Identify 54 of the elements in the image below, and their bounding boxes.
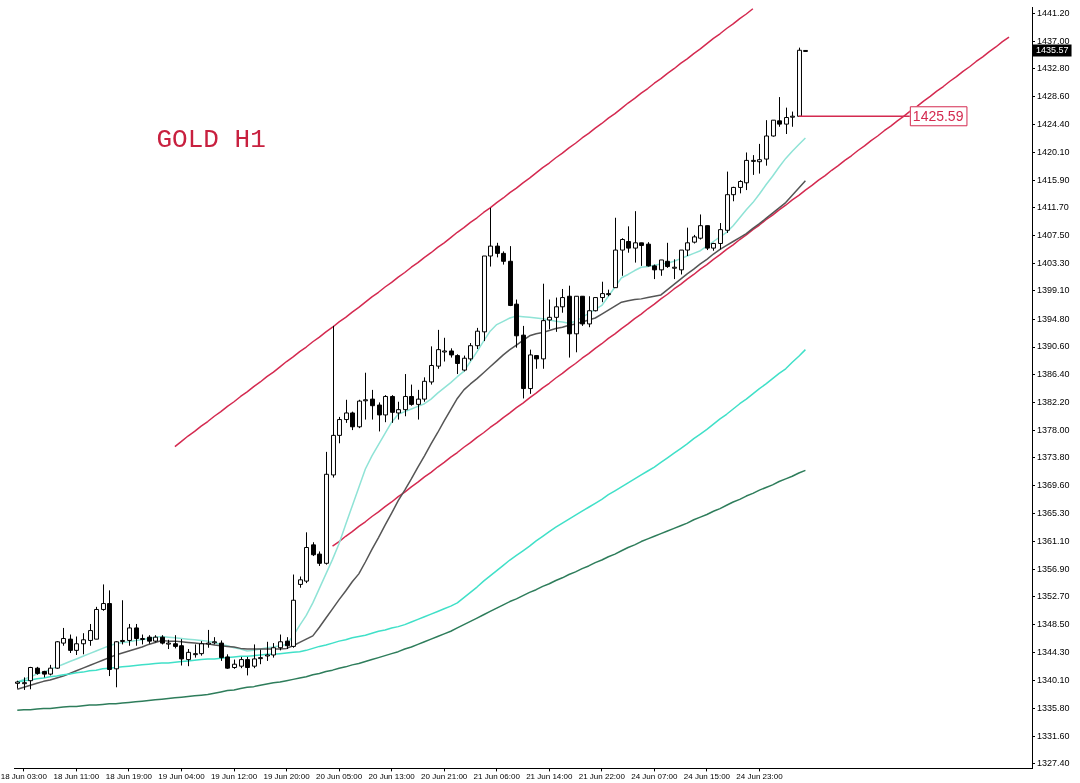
y-tick-label: 1407.50 <box>1037 230 1070 241</box>
y-tick-label: 1327.40 <box>1037 758 1070 769</box>
y-tick-label: 1415.90 <box>1037 174 1070 185</box>
x-tick-label: 24 Jun 15:00 <box>683 772 731 782</box>
x-tick-label: 20 Jun 21:00 <box>421 772 468 782</box>
x-tick-label: 18 Jun 19:00 <box>105 772 153 782</box>
y-tick-label: 1411.70 <box>1037 202 1069 213</box>
text: 1435.57 <box>1036 44 1069 55</box>
y-tick-label: 1403.30 <box>1037 257 1070 268</box>
y-tick-label: 1352.70 <box>1037 591 1070 602</box>
candlestick <box>764 119 769 167</box>
candlestick <box>672 258 677 280</box>
y-tick-label: 1428.60 <box>1037 90 1070 101</box>
y-tick-label: 1378.00 <box>1037 424 1070 435</box>
x-tick-label: 21 Jun 06:00 <box>473 772 521 782</box>
x-tick-label: 21 Jun 14:00 <box>526 772 573 782</box>
candlestick <box>370 389 375 421</box>
y-tick-label: 1335.80 <box>1037 702 1070 713</box>
candlestick <box>81 632 86 655</box>
y-tick-label: 1441.20 <box>1037 7 1070 18</box>
y-tick-label: 1386.40 <box>1037 369 1070 380</box>
y-tick-label: 1424.40 <box>1037 118 1070 129</box>
x-tick-label: 19 Jun 04:00 <box>158 772 206 782</box>
x-tick-label: 19 Jun 12:00 <box>210 772 258 782</box>
x-tick-label: 20 Jun 05:00 <box>315 772 363 782</box>
y-tick-label: 1382.20 <box>1037 396 1070 407</box>
candlestick <box>127 623 132 647</box>
y-tick-label: 1361.10 <box>1037 536 1070 547</box>
y-tick-label: 1373.80 <box>1037 452 1070 463</box>
y-tick-label: 1356.90 <box>1037 563 1070 574</box>
x-tick-label: 18 Jun 03:00 <box>0 772 48 782</box>
y-tick-label: 1365.30 <box>1037 508 1070 519</box>
x-tick-label: 19 Jun 20:00 <box>263 772 311 782</box>
x-tick-label: 20 Jun 13:00 <box>368 772 416 782</box>
candlestick <box>429 345 434 386</box>
y-tick-label: 1399.10 <box>1037 285 1070 296</box>
y-tick-label: 1340.10 <box>1037 674 1070 685</box>
x-tick-label: 21 Jun 22:00 <box>578 772 626 782</box>
candlestick <box>718 222 723 250</box>
y-tick-label: 1437.00 <box>1037 35 1070 46</box>
y-tick-label: 1420.10 <box>1037 146 1070 157</box>
y-tick-label: 1331.60 <box>1037 730 1070 741</box>
x-tick-label: 24 Jun 23:00 <box>736 772 784 782</box>
y-tick-label: 1432.80 <box>1037 63 1070 74</box>
candlestick <box>475 327 480 350</box>
ref-line-label: 1425.59 <box>912 108 964 125</box>
x-tick-label: 18 Jun 11:00 <box>53 772 100 782</box>
y-tick-label: 1348.50 <box>1037 619 1070 630</box>
y-tick-label: 1369.60 <box>1037 479 1070 490</box>
y-tick-label: 1390.60 <box>1037 341 1070 352</box>
y-tick-label: 1344.30 <box>1037 646 1070 657</box>
text: GOLD H1 <box>156 125 266 156</box>
y-tick-label: 1394.80 <box>1037 313 1070 324</box>
x-tick-label: 24 Jun 07:00 <box>631 772 679 782</box>
